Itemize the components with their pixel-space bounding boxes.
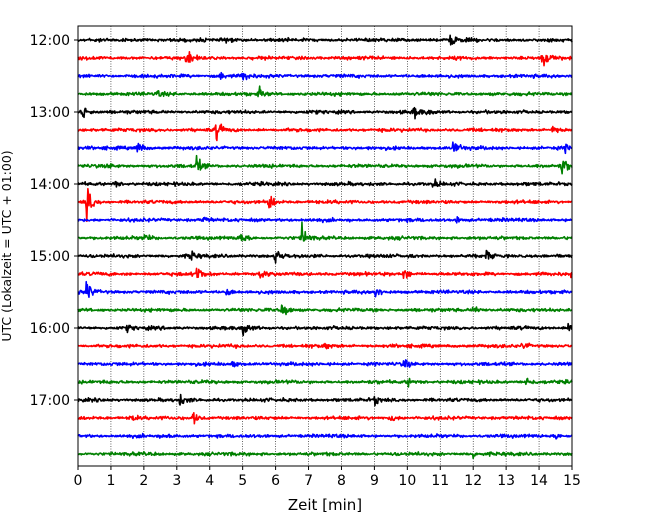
trace-1230 [77,71,573,81]
trace-1545 [77,304,573,316]
y-tick-label-1500: 15:00 [30,249,70,265]
y-axis: 12:00 13:00 14:00 15:00 16:00 17:00 [30,33,78,409]
y-tick-label-1300: 13:00 [30,105,70,121]
trace-1645 [77,377,573,388]
trace-1630 [77,359,573,368]
y-tick-label-1400: 14:00 [30,177,70,193]
x-axis-title: Zeit [min] [288,496,362,514]
trace-1445 [77,221,573,242]
trace-1430 [77,216,573,224]
x-tick-label-4: 4 [205,473,214,489]
trace-1245 [77,85,573,98]
trace-1500 [77,249,573,264]
x-tick-label-7: 7 [304,473,313,489]
trace-1715 [77,411,573,425]
trace-1730 [77,432,573,440]
x-axis: 0 1 2 3 4 5 6 7 8 9 10 11 12 13 14 15 [74,466,581,489]
trace-1600 [77,322,573,337]
grid-lines [110,26,540,466]
x-tick-label-9: 9 [370,473,379,489]
x-tick-label-11: 11 [431,473,449,489]
trace-1300 [77,106,573,120]
trace-1615 [77,342,573,350]
x-tick-label-13: 13 [497,473,515,489]
x-tick-label-8: 8 [337,473,346,489]
y-tick-label-1700: 17:00 [30,393,70,409]
trace-1515 [77,267,573,280]
plot-frame [77,25,573,467]
seismogram-traces [77,34,573,460]
trace-1415 [77,187,573,222]
trace-1700 [77,393,573,407]
trace-1530 [77,280,573,298]
x-tick-label-12: 12 [464,473,482,489]
x-tick-label-1: 1 [106,473,115,489]
trace-1215 [77,51,573,67]
trace-1400 [77,178,573,188]
x-tick-label-15: 15 [563,473,581,489]
trace-1315 [77,123,573,142]
trace-1345 [77,154,573,175]
x-tick-label-3: 3 [172,473,181,489]
x-tick-label-0: 0 [74,473,83,489]
x-tick-label-14: 14 [530,473,548,489]
y-tick-label-1200: 12:00 [30,33,70,49]
y-tick-label-1600: 16:00 [30,321,70,337]
x-tick-label-6: 6 [271,473,280,489]
trace-1330 [77,141,573,155]
trace-1745 [77,450,573,460]
x-tick-label-5: 5 [238,473,247,489]
x-tick-label-10: 10 [398,473,416,489]
trace-1200 [77,34,573,46]
x-tick-label-2: 2 [139,473,148,489]
y-axis-title: UTC (Lokalzeit = UTC + 01:00) [0,150,14,341]
